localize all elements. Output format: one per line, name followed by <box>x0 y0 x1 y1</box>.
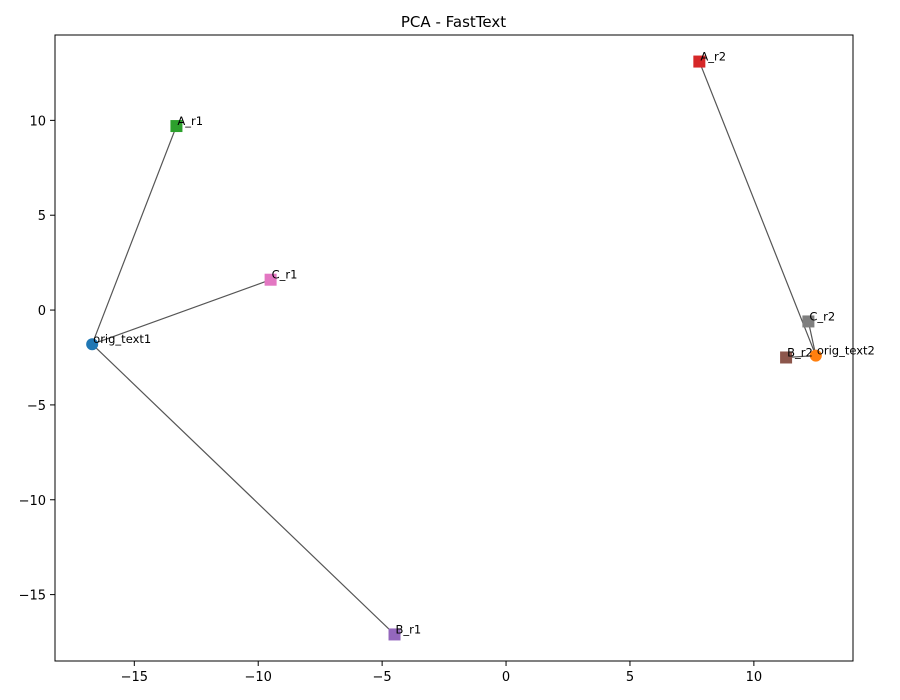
x-tick-label: −15 <box>121 670 148 685</box>
data-point-C_r2 <box>802 315 815 328</box>
x-tick-label: 10 <box>746 670 763 685</box>
data-point-C_r1 <box>264 273 277 286</box>
y-tick-label: −5 <box>27 399 46 414</box>
data-point-B_r2 <box>780 351 793 364</box>
x-tick-label: 0 <box>502 670 510 685</box>
point-label-B_r2: B_r2 <box>787 345 813 359</box>
point-label-C_r2: C_r2 <box>809 309 835 323</box>
x-tick-label: 5 <box>626 670 634 685</box>
point-label-C_r1: C_r1 <box>272 268 298 282</box>
point-label-A_r1: A_r1 <box>177 114 203 128</box>
plot-frame <box>54 34 854 662</box>
connection-line <box>91 125 177 345</box>
x-tick-label: −5 <box>373 670 392 685</box>
data-point-orig_text2 <box>809 349 822 362</box>
point-label-A_r2: A_r2 <box>700 50 726 64</box>
connection-line <box>91 343 395 635</box>
data-point-B_r1 <box>388 628 401 641</box>
data-point-A_r2 <box>693 55 706 68</box>
data-point-orig_text1 <box>86 338 99 351</box>
plot-layer: −15 −10 −5 0 5 10 10 5 0 −5 −10 −15 orig_text1 orig_t… <box>19 34 875 685</box>
point-label-orig_text2: orig_text2 <box>817 344 875 358</box>
y-tick-label: 10 <box>29 114 46 129</box>
y-tick-label: −15 <box>19 589 46 604</box>
x-tick-label: −10 <box>244 670 271 685</box>
y-tick-label: 5 <box>38 209 46 224</box>
data-point-A_r1 <box>170 120 183 133</box>
connection-line <box>698 61 817 356</box>
point-label-orig_text1: orig_text1 <box>93 332 151 346</box>
point-label-B_r1: B_r1 <box>396 622 422 636</box>
y-tick-label: −10 <box>19 494 46 509</box>
connection-line <box>91 279 271 345</box>
y-tick-label: 0 <box>38 304 46 319</box>
chart-title: PCA - FastText <box>401 13 506 31</box>
